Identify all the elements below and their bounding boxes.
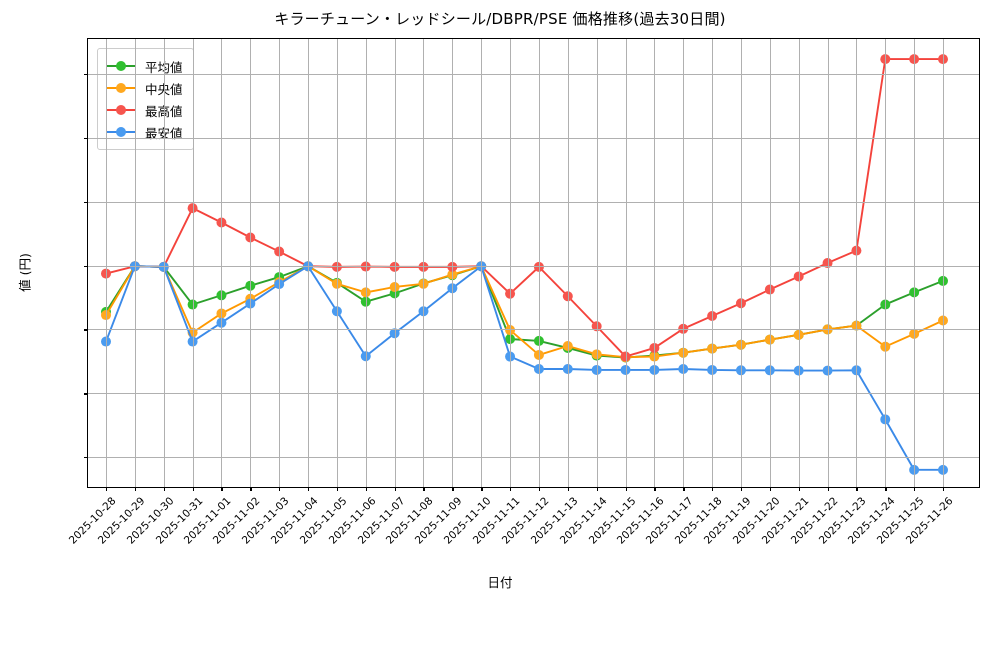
chart-legend: 平均値中央値最高値最安値	[97, 48, 194, 150]
x-gridline	[798, 39, 800, 487]
series-line-3	[105, 265, 944, 471]
x-tick-mark	[394, 487, 396, 491]
legend-item-1[interactable]: 中央値	[106, 77, 183, 99]
x-tick-mark	[943, 487, 945, 491]
legend-item-2[interactable]: 最高値	[106, 99, 183, 121]
x-tick-mark	[423, 487, 425, 491]
x-gridline	[106, 39, 107, 487]
x-gridline	[914, 39, 916, 487]
data-point	[274, 246, 285, 257]
x-gridline	[827, 39, 829, 487]
x-gridline	[712, 39, 714, 487]
x-gridline	[365, 39, 367, 487]
y-gridline	[88, 137, 979, 139]
x-gridline	[279, 39, 281, 487]
legend-marker-icon	[106, 59, 136, 73]
x-gridline	[683, 39, 685, 487]
x-tick-mark	[856, 487, 858, 491]
x-gridline	[538, 39, 540, 487]
y-tick-mark	[84, 393, 88, 395]
x-tick-mark	[481, 487, 483, 491]
x-tick-mark	[798, 487, 800, 491]
x-tick-mark	[683, 487, 685, 491]
x-tick-mark	[192, 487, 194, 491]
x-gridline	[250, 39, 252, 487]
x-tick-mark	[365, 487, 368, 491]
x-tick-mark	[538, 487, 541, 491]
y-gridline	[88, 265, 979, 267]
y-gridline	[88, 329, 979, 331]
x-tick-mark	[106, 487, 108, 491]
legend-marker-icon	[106, 125, 136, 139]
data-point	[447, 269, 458, 280]
x-gridline	[856, 39, 858, 487]
x-tick-mark	[134, 487, 137, 491]
chart-title: キラーチューン・レッドシール/DBPR/PSE 価格推移(過去30日間)	[274, 10, 726, 28]
x-gridline	[394, 39, 396, 487]
x-gridline	[481, 39, 483, 487]
x-axis-label: 日付	[487, 575, 513, 590]
data-point	[447, 261, 458, 272]
x-tick-mark	[769, 487, 772, 491]
x-gridline	[452, 39, 454, 487]
x-tick-mark	[625, 487, 627, 491]
x-tick-mark	[914, 487, 916, 491]
y-gridline	[88, 201, 979, 203]
y-tick-mark	[84, 329, 88, 331]
price-history-chart: キラーチューン・レッドシール/DBPR/PSE 価格推移(過去30日間) 日付 …	[17, 10, 980, 590]
y-gridline	[88, 74, 979, 76]
x-gridline	[567, 39, 569, 487]
x-tick-mark	[885, 487, 887, 491]
x-tick-mark	[596, 487, 598, 491]
x-tick-mark	[336, 487, 339, 491]
legend-marker-icon	[106, 81, 136, 95]
x-gridline	[740, 39, 742, 487]
data-point	[447, 283, 458, 294]
y-axis-label: 値 (円)	[17, 253, 33, 292]
x-gridline	[943, 39, 944, 487]
data-point	[274, 279, 285, 290]
x-gridline	[192, 39, 194, 487]
plot-area: 平均値中央値最高値最安値	[84, 38, 980, 491]
y-tick-mark	[84, 74, 88, 76]
x-gridline	[134, 39, 136, 487]
series-line-2	[105, 58, 944, 358]
y-tick-mark	[84, 137, 88, 140]
y-tick-mark	[84, 265, 88, 267]
x-gridline	[769, 39, 771, 487]
x-gridline	[885, 39, 887, 487]
x-gridline	[221, 39, 223, 487]
x-tick-mark	[740, 487, 743, 491]
y-gridline	[88, 457, 979, 459]
x-gridline	[423, 39, 425, 487]
x-tick-mark	[279, 487, 281, 491]
x-gridline	[654, 39, 656, 487]
x-tick-mark	[452, 487, 454, 491]
x-gridline	[596, 39, 598, 487]
y-tick-mark	[84, 201, 88, 204]
y-gridline	[88, 393, 979, 395]
x-tick-mark	[163, 487, 166, 491]
x-tick-mark	[567, 487, 570, 491]
x-gridline	[510, 39, 512, 487]
x-tick-mark	[827, 487, 829, 491]
x-tick-mark	[308, 487, 310, 491]
x-gridline	[625, 39, 627, 487]
x-tick-mark	[510, 487, 512, 491]
legend-marker-icon	[106, 103, 136, 117]
x-gridline	[163, 39, 165, 487]
legend-item-3[interactable]: 最安値	[106, 121, 183, 143]
x-tick-mark	[221, 487, 223, 491]
x-gridline	[308, 39, 310, 487]
x-gridline	[336, 39, 338, 487]
y-tick-mark	[84, 457, 88, 459]
x-tick-mark	[250, 487, 252, 491]
x-tick-mark	[712, 487, 714, 491]
x-tick-mark	[654, 487, 656, 491]
